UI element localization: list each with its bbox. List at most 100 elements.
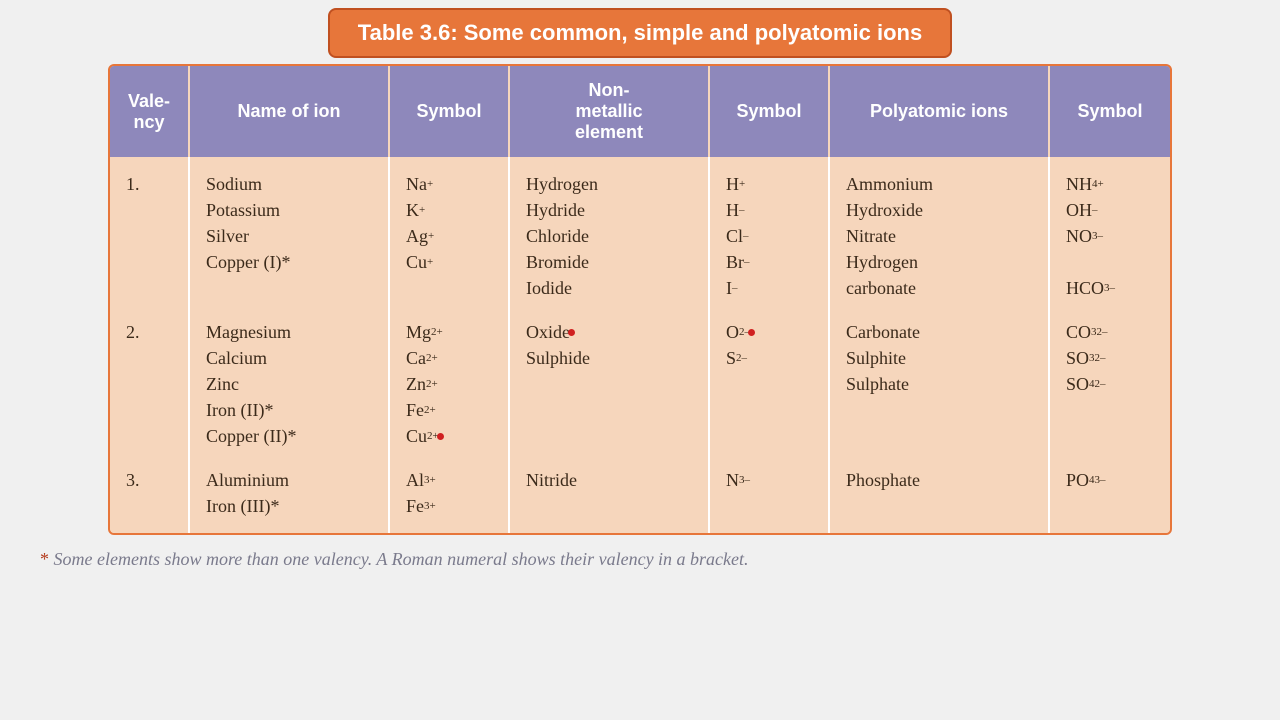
name-cell xyxy=(126,371,178,397)
name-cell xyxy=(406,275,498,301)
symbol-cell: Cu+ xyxy=(406,249,498,275)
footnote-text: Some elements show more than one valency… xyxy=(49,549,749,569)
name-cell xyxy=(1066,423,1160,449)
name-cell: Nitrate xyxy=(846,223,1038,249)
symbol-cell: SO32– xyxy=(1066,345,1160,371)
name-cell xyxy=(206,275,378,301)
hdr-symbol-3: Symbol xyxy=(1050,66,1170,157)
symbol-cell: HCO3– xyxy=(1066,275,1160,301)
name-cell: Hydrogen xyxy=(526,171,698,197)
hdr-name: Name of ion xyxy=(190,66,390,157)
table-body: 1. 2. 3. SodiumPotassiumSilverCopper (I)* M… xyxy=(110,157,1170,533)
header-row: Vale-ncy Name of ion Symbol Non-metallic… xyxy=(110,66,1170,157)
symbol-cell: Na+ xyxy=(406,171,498,197)
symbol-cell: Fe3+ xyxy=(406,493,498,519)
name-cell xyxy=(126,397,178,423)
symbol-cell: Mg2+ xyxy=(406,319,498,345)
name-cell: Silver xyxy=(206,223,378,249)
symbol-cell: Ag+ xyxy=(406,223,498,249)
name-cell xyxy=(126,423,178,449)
symbol-cell: PO43– xyxy=(1066,467,1160,493)
symbol-cell xyxy=(1066,249,1160,275)
col-poly-name: AmmoniumHydroxideNitrateHydrogencarbonat… xyxy=(830,157,1050,533)
hdr-symbol-2: Symbol xyxy=(710,66,830,157)
name-cell: Sulphide xyxy=(526,345,698,371)
col-nonmetal-name: HydrogenHydrideChlorideBromideIodide Oxid… xyxy=(510,157,710,533)
footnote: * Some elements show more than one valen… xyxy=(12,549,749,570)
name-cell: Sulphate xyxy=(846,371,1038,397)
hdr-valency: Vale-ncy xyxy=(110,66,190,157)
name-cell xyxy=(726,371,818,397)
symbol-cell: K+ xyxy=(406,197,498,223)
name-cell: Hydroxide xyxy=(846,197,1038,223)
symbol-cell: Fe2+ xyxy=(406,397,498,423)
name-cell xyxy=(726,423,818,449)
symbol-cell: Zn2+ xyxy=(406,371,498,397)
symbol-cell: OH– xyxy=(1066,197,1160,223)
name-cell: Copper (II)* xyxy=(206,423,378,449)
name-cell: Bromide xyxy=(526,249,698,275)
symbol-cell: H+ xyxy=(726,171,818,197)
name-cell: Sulphite xyxy=(846,345,1038,371)
col-nonmetal-symbol: H+H–Cl–Br–I–O2–S2–N3– xyxy=(710,157,830,533)
symbol-cell: S2– xyxy=(726,345,818,371)
col-valency: 1. 2. 3. xyxy=(110,157,190,533)
name-cell: Aluminium xyxy=(206,467,378,493)
symbol-cell: CO32– xyxy=(1066,319,1160,345)
name-cell: Zinc xyxy=(206,371,378,397)
table-title: Table 3.6: Some common, simple and polya… xyxy=(328,8,952,58)
name-cell xyxy=(1066,397,1160,423)
name-cell: Hydrogen xyxy=(846,249,1038,275)
name-cell: Calcium xyxy=(206,345,378,371)
name-cell: Sodium xyxy=(206,171,378,197)
symbol-cell: O2– xyxy=(726,319,818,345)
name-cell: 1. xyxy=(126,171,178,197)
name-cell xyxy=(846,493,1038,519)
symbol-cell: SO42– xyxy=(1066,371,1160,397)
symbol-cell: NO3– xyxy=(1066,223,1160,249)
name-cell xyxy=(726,493,818,519)
symbol-cell: N3– xyxy=(726,467,818,493)
name-cell: Potassium xyxy=(206,197,378,223)
name-cell xyxy=(846,423,1038,449)
name-cell: Iodide xyxy=(526,275,698,301)
name-cell xyxy=(126,493,178,519)
name-cell: Iron (II)* xyxy=(206,397,378,423)
name-cell xyxy=(126,345,178,371)
symbol-cell: Cu2+ xyxy=(406,423,498,449)
name-cell: Magnesium xyxy=(206,319,378,345)
symbol-cell: Al3+ xyxy=(406,467,498,493)
name-cell: 3. xyxy=(126,467,178,493)
symbol-cell: NH4+ xyxy=(1066,171,1160,197)
name-cell: Iron (III)* xyxy=(206,493,378,519)
name-cell xyxy=(126,249,178,275)
name-cell: Nitride xyxy=(526,467,698,493)
name-cell: carbonate xyxy=(846,275,1038,301)
col-poly-symbol: NH4+OH–NO3– HCO3– CO32–SO32–SO42– PO43– xyxy=(1050,157,1170,533)
name-cell xyxy=(846,397,1038,423)
name-cell: Carbonate xyxy=(846,319,1038,345)
name-cell: Hydride xyxy=(526,197,698,223)
footnote-asterisk: * xyxy=(40,549,49,569)
col-metal-name: SodiumPotassiumSilverCopper (I)* Magnesiu… xyxy=(190,157,390,533)
name-cell xyxy=(726,397,818,423)
symbol-cell: Cl– xyxy=(726,223,818,249)
name-cell xyxy=(1066,493,1160,519)
ion-table: Vale-ncy Name of ion Symbol Non-metallic… xyxy=(108,64,1172,535)
name-cell xyxy=(126,275,178,301)
name-cell xyxy=(526,397,698,423)
name-cell: Chloride xyxy=(526,223,698,249)
col-metal-symbol: Na+K+Ag+Cu+ Mg2+Ca2+Zn2+Fe2+Cu2+ Al3+Fe3+ xyxy=(390,157,510,533)
name-cell: Oxide xyxy=(526,319,698,345)
symbol-cell: Ca2+ xyxy=(406,345,498,371)
name-cell: Copper (I)* xyxy=(206,249,378,275)
name-cell xyxy=(126,197,178,223)
name-cell: 2. xyxy=(126,319,178,345)
hdr-polyatomic: Polyatomic ions xyxy=(830,66,1050,157)
symbol-cell: H– xyxy=(726,197,818,223)
name-cell xyxy=(526,493,698,519)
name-cell: Ammonium xyxy=(846,171,1038,197)
symbol-cell: Br– xyxy=(726,249,818,275)
name-cell xyxy=(526,371,698,397)
hdr-nonmetal: Non-metallicelement xyxy=(510,66,710,157)
